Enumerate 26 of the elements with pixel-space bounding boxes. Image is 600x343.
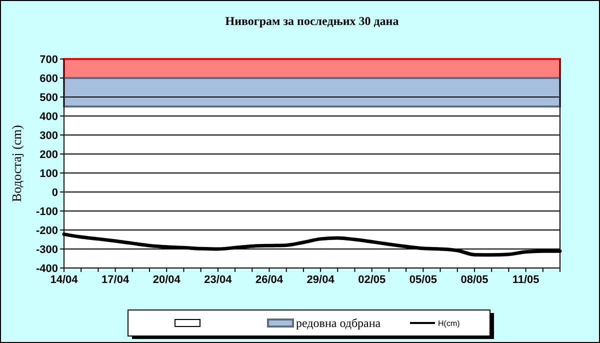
y-tick-label: 200: [40, 148, 58, 161]
x-tick-label: 08/05: [460, 274, 488, 286]
y-tick-label: -200: [36, 224, 58, 237]
x-tick-label: 05/05: [409, 274, 437, 286]
y-tick-label: 300: [40, 130, 58, 142]
x-tick-label: 23/04: [204, 274, 233, 286]
y-tick-label: 100: [40, 168, 58, 180]
y-tick-label: 500: [40, 92, 58, 104]
y-tick-label: 600: [40, 72, 58, 85]
x-tick-label: 14/04: [50, 274, 79, 286]
chart-title: Нивограм за последњих 30 дана: [225, 14, 399, 28]
x-tick-label: 26/04: [255, 274, 284, 286]
y-tick-label: -400: [36, 262, 58, 275]
x-tick-label: 11/05: [512, 274, 540, 286]
y-tick-label: 0: [52, 186, 58, 199]
y-tick-label: -100: [36, 206, 58, 218]
x-tick-label: 29/04: [306, 274, 336, 286]
y-tick-label: 400: [40, 110, 58, 123]
x-tick-label: 20/04: [152, 274, 182, 286]
legend-label: редовна одбрана: [296, 316, 382, 330]
legend-label: H(cm): [438, 318, 460, 328]
y-tick-label: 700: [40, 54, 58, 66]
x-tick-label: 17/04: [102, 274, 130, 286]
y-tick-label: -300: [36, 244, 58, 256]
y-axis-title: Водостај (cm): [9, 124, 24, 202]
x-tick-label: 02/05: [358, 274, 386, 286]
